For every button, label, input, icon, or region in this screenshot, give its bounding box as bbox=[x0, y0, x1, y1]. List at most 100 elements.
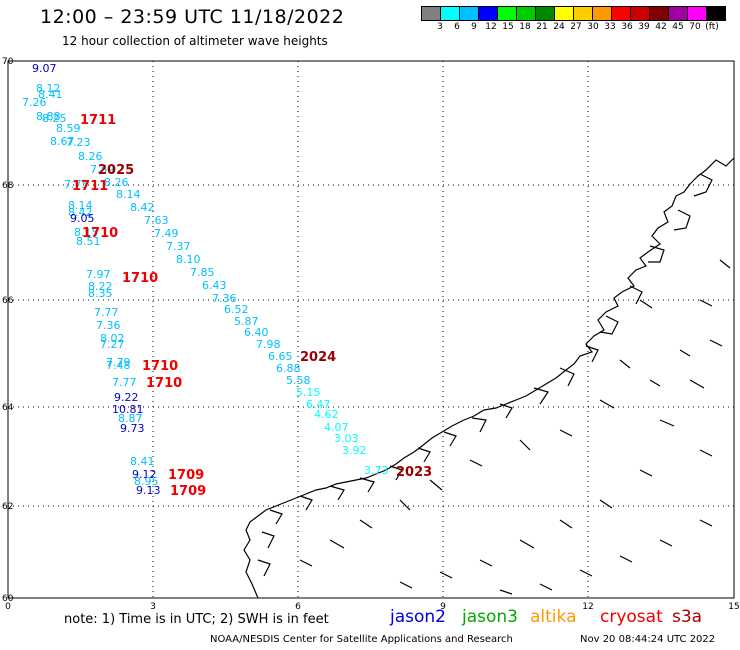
wave-height-reading: 8.25 bbox=[42, 112, 67, 125]
coastline-segment bbox=[629, 285, 643, 305]
legend-label: 30 bbox=[587, 22, 599, 32]
y-tick-label: 66 bbox=[2, 296, 14, 306]
wave-height-reading: 7.23 bbox=[66, 136, 91, 149]
x-tick-label: 15 bbox=[728, 602, 739, 612]
legend-unit: (ft) bbox=[705, 22, 719, 32]
wave-height-reading: 7.27 bbox=[100, 338, 125, 351]
wave-height-reading: 3.73 bbox=[364, 464, 389, 477]
wave-height-reading: 4.07 bbox=[324, 421, 349, 434]
coastline-segment bbox=[499, 519, 713, 595]
pass-time-label: 1709 bbox=[170, 484, 206, 499]
wave-height-reading: 6.65 bbox=[268, 350, 293, 363]
wave-height-reading: 8.15 bbox=[74, 226, 99, 239]
map-subtitle: 12 hour collection of altimeter wave hei… bbox=[62, 34, 328, 48]
pass-time-label: 1710 bbox=[146, 376, 182, 391]
coastline-segment bbox=[673, 209, 691, 231]
legend-label: 6 bbox=[454, 22, 460, 32]
wave-height-reading: 7.97 bbox=[86, 268, 111, 281]
wave-height-reading: 8.51 bbox=[76, 235, 101, 248]
legend-labels: 3 6 9 12 15 18 21 24 27 30 33 36 39 42 45 70 (ft) bbox=[422, 21, 726, 35]
wave-height-reading: 4.62 bbox=[314, 408, 339, 421]
wave-height-reading: 10.81 bbox=[112, 403, 144, 416]
wave-height-reading: 8.59 bbox=[56, 122, 81, 135]
x-tick-label: 6 bbox=[295, 602, 301, 612]
coastline-segment bbox=[359, 477, 375, 493]
wave-height-reading: 3.03 bbox=[334, 432, 359, 445]
wave-height-reading: 7.36 bbox=[212, 292, 237, 305]
map-title: 12:00 – 23:59 UTC 11/18/2022 bbox=[40, 6, 345, 28]
wave-height-reading: 6.43 bbox=[202, 279, 227, 292]
x-tick-label: 9 bbox=[440, 602, 446, 612]
legend-label: 3 bbox=[437, 22, 443, 32]
wave-height-reading: 7.37 bbox=[166, 240, 191, 253]
legend-label: 45 bbox=[672, 22, 684, 32]
wave-height-reading: 9.12 bbox=[132, 468, 157, 481]
wave-height-reading: 7.79 bbox=[106, 356, 131, 369]
wave-height-reading: 7.48 bbox=[106, 359, 131, 372]
wave-height-reading: 8.88 bbox=[36, 110, 61, 123]
wave-height-reading: 8.42 bbox=[130, 201, 155, 214]
legend-label: 36 bbox=[621, 22, 633, 32]
coastline-segment bbox=[269, 509, 283, 525]
legend-label: 21 bbox=[536, 22, 548, 32]
y-tick-label: 64 bbox=[2, 403, 14, 413]
pass-time-label: 1711 bbox=[72, 179, 108, 194]
wave-height-reading: 5.15 bbox=[296, 386, 321, 399]
wave-height-reading: 6.52 bbox=[224, 303, 249, 316]
legend-s3a: s3a bbox=[672, 607, 703, 627]
wave-height-reading: 6.47 bbox=[306, 398, 331, 411]
coastline-segment bbox=[585, 345, 599, 363]
coastline-segment bbox=[649, 259, 731, 387]
coastline-segment bbox=[471, 417, 487, 433]
coastline-segment bbox=[261, 531, 275, 549]
wave-height-reading: 3.92 bbox=[342, 444, 367, 457]
coastline-segment bbox=[417, 447, 431, 463]
legend-altika: altika bbox=[530, 607, 577, 627]
coastline-segment bbox=[299, 495, 313, 511]
legend-label: 12 bbox=[485, 22, 497, 32]
legend-label: 18 bbox=[519, 22, 531, 32]
wave-height-reading: 8.02 bbox=[100, 332, 125, 345]
pass-time-label: 2024 bbox=[300, 350, 336, 365]
legend-label: 15 bbox=[502, 22, 514, 32]
coastline-segment bbox=[559, 367, 575, 387]
coastline-segment bbox=[299, 299, 653, 567]
wave-height-reading: 9.05 bbox=[70, 212, 95, 225]
legend-label: 33 bbox=[604, 22, 616, 32]
legend-label: 70 bbox=[689, 22, 701, 32]
wave-height-reading: 7.36 bbox=[96, 319, 121, 332]
legend-swatch bbox=[706, 6, 726, 21]
legend-cryosat: cryosat bbox=[600, 607, 663, 627]
coastline-segment bbox=[389, 465, 403, 481]
legend-label: 24 bbox=[553, 22, 565, 32]
y-tick-label: 60 bbox=[2, 594, 14, 604]
color-legend: 3 6 9 12 15 18 21 24 27 30 33 36 39 42 45 70 (ft) bbox=[421, 6, 726, 35]
lat-lon-grid bbox=[8, 61, 734, 598]
wave-height-reading: 6.88 bbox=[276, 362, 301, 375]
coastline-segment bbox=[533, 387, 549, 405]
wave-height-reading: 8.35 bbox=[88, 287, 113, 300]
wave-height-reading: 7.77 bbox=[112, 376, 137, 389]
norway-coastline bbox=[243, 157, 735, 599]
legend-label: 27 bbox=[570, 22, 582, 32]
x-tick-label: 12 bbox=[582, 602, 593, 612]
wave-height-reading: 7.59 bbox=[90, 163, 115, 176]
wave-height-reading: 8.26 bbox=[104, 176, 129, 189]
wave-height-reading: 8.42 bbox=[68, 206, 93, 219]
pass-time-label: 1710 bbox=[122, 271, 158, 286]
wave-height-reading: 7.77 bbox=[94, 306, 119, 319]
wave-height-reading: 8.12 bbox=[36, 82, 61, 95]
coastline-segment bbox=[599, 315, 619, 335]
wave-height-reading: 5.58 bbox=[286, 374, 311, 387]
pass-times: 1711202517111710171020241710171020231709… bbox=[72, 113, 432, 499]
credit-line: NOAA/NESDIS Center for Satellite Applica… bbox=[210, 634, 513, 645]
x-tick-label: 3 bbox=[150, 602, 156, 612]
wave-height-reading: 8.14 bbox=[68, 199, 93, 212]
x-tick-label: 0 bbox=[5, 602, 11, 612]
wave-height-reading: 9.22 bbox=[114, 391, 139, 404]
coastline-segment bbox=[499, 403, 513, 419]
wave-height-reading: 8.67 bbox=[50, 135, 75, 148]
generation-timestamp: Nov 20 08:44:24 UTC 2022 bbox=[580, 634, 716, 645]
wave-height-reading: 7.26 bbox=[22, 96, 47, 109]
